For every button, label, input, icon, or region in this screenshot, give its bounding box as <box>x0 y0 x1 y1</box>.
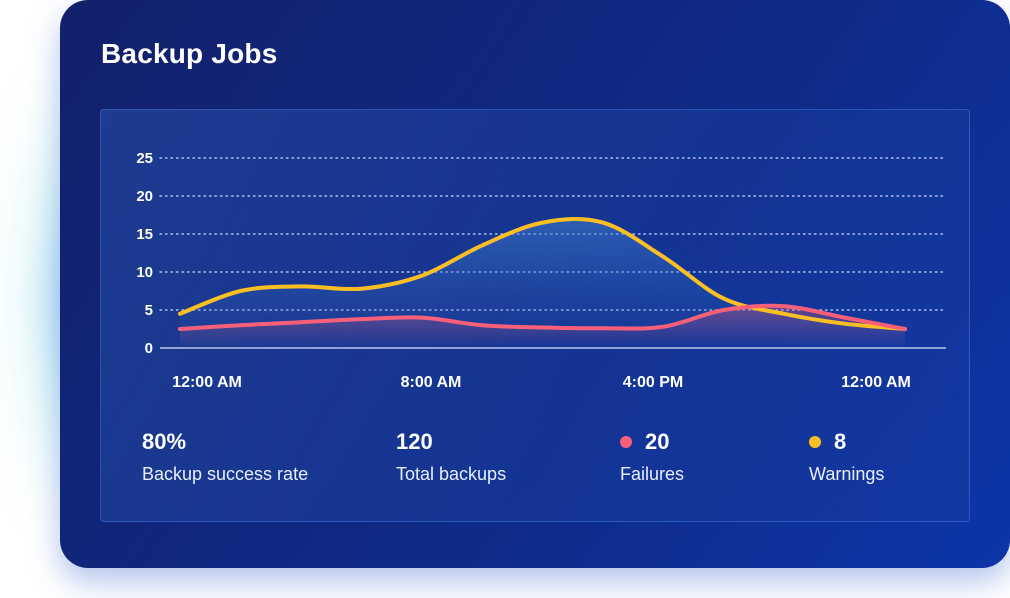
stat-failures-label: Failures <box>620 464 685 484</box>
y-tick-label: 0 <box>145 340 153 357</box>
stat-failures: 20 Failures <box>620 428 684 485</box>
warnings-series-line <box>178 217 907 331</box>
stat-total-backups-label: Total backups <box>396 464 507 484</box>
stat-success-rate-label: Backup success rate <box>142 464 309 484</box>
stat-success-rate: 80% Backup success rate <box>142 428 308 485</box>
stat-success-rate-value: 80% <box>142 429 187 454</box>
stat-total-backups: 120 Total backups <box>396 428 506 485</box>
x-tick-label: 12:00 AM <box>841 374 911 391</box>
x-tick-label: 4:00 PM <box>623 374 683 391</box>
y-tick-label: 10 <box>136 264 153 281</box>
y-tick-label: 20 <box>136 188 153 205</box>
stat-total-backups-value: 120 <box>396 429 433 454</box>
card-title: Backup Jobs <box>101 38 278 69</box>
stat-warnings: 8 Warnings <box>809 428 884 485</box>
x-tick-label: 8:00 AM <box>401 374 462 391</box>
failures-area <box>180 305 905 348</box>
x-tick-label: 12:00 AM <box>172 374 242 391</box>
stat-warnings-label: Warnings <box>809 464 885 484</box>
stat-failures-value: 20 <box>645 429 670 454</box>
failures-series-line <box>178 303 907 331</box>
y-tick-label: 25 <box>136 150 153 167</box>
y-tick-label: 15 <box>136 226 153 243</box>
warnings-legend-dot-icon <box>809 436 821 448</box>
y-tick-label: 5 <box>145 302 153 319</box>
failures-legend-dot-icon <box>620 436 632 448</box>
stat-warnings-value: 8 <box>834 429 847 454</box>
